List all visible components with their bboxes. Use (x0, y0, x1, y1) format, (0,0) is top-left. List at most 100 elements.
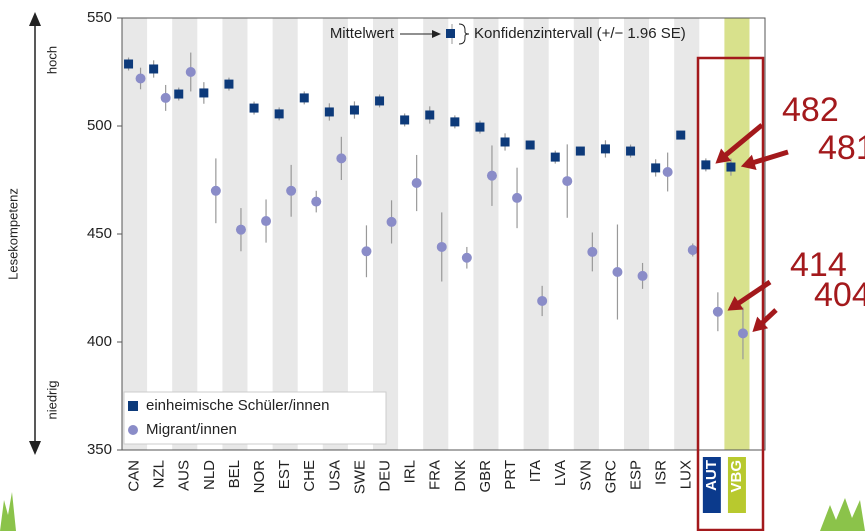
mean-marker (425, 110, 434, 119)
value-label: 481 (818, 129, 865, 167)
x-tick-label: LVA (552, 460, 569, 486)
arrow-head (29, 12, 41, 26)
mean-marker (400, 115, 409, 124)
x-tick-label: EST (276, 460, 293, 489)
x-tick-label: CAN (126, 460, 143, 492)
mean-marker (136, 73, 146, 83)
x-tick-label: PRT (502, 460, 519, 490)
x-tick-label: GRC (602, 460, 619, 494)
y-tick-label: 350 (87, 441, 112, 458)
mean-note: Mittelwert (330, 25, 395, 42)
y-tick-label: 500 (87, 117, 112, 134)
mean-marker (663, 167, 673, 177)
mean-marker (738, 328, 748, 338)
mean-marker (475, 123, 484, 132)
mean-marker (161, 93, 171, 103)
stripe (473, 18, 498, 450)
legend-marker (128, 425, 138, 435)
mean-marker (526, 141, 535, 150)
mean-marker (186, 67, 196, 77)
mean-marker (501, 137, 510, 146)
mean-marker (236, 225, 246, 235)
mean-marker (275, 109, 284, 118)
x-tick-label: BEL (226, 460, 243, 488)
y-high-label: hoch (44, 46, 59, 74)
x-tick-label: USA (326, 460, 343, 491)
mean-marker (537, 296, 547, 306)
mean-marker (437, 242, 447, 252)
label-arrow (750, 152, 788, 164)
mean-marker (562, 176, 572, 186)
stripe (574, 18, 599, 450)
mean-marker (551, 153, 560, 162)
mean-marker (713, 307, 723, 317)
mean-marker (286, 186, 296, 196)
chart: 350400450500550LesekompetenzhochniedrigC… (0, 0, 865, 531)
mean-marker (487, 171, 497, 181)
mean-marker (250, 104, 259, 113)
mean-marker (701, 160, 710, 169)
mean-marker (325, 107, 334, 116)
mean-marker (638, 271, 648, 281)
mean-marker (512, 193, 522, 203)
x-tick-label: NZL (151, 460, 168, 488)
x-tick-label: ITA (527, 460, 544, 482)
note-brace (459, 24, 469, 44)
ci-note: Konfidenzintervall (+/− 1.96 SE) (474, 25, 686, 42)
x-tick-label: AUT (703, 460, 720, 491)
x-tick-label: ISR (653, 460, 670, 485)
mean-marker (261, 216, 271, 226)
note-marker (446, 29, 455, 38)
legend-label: einheimische Schüler/innen (146, 397, 329, 414)
value-label: 482 (782, 91, 839, 129)
mean-marker (387, 217, 397, 227)
stripe (624, 18, 649, 450)
stripe (273, 18, 298, 450)
mean-marker (576, 147, 585, 156)
stripe (674, 18, 699, 450)
mean-marker (612, 267, 622, 277)
x-tick-label: DEU (377, 460, 394, 492)
x-tick-label: ESP (628, 460, 645, 490)
x-tick-label: SWE (351, 460, 368, 494)
mean-marker (587, 247, 597, 257)
x-tick-label: SVN (577, 460, 594, 491)
y-axis-label: Lesekompetenz (5, 188, 20, 280)
mean-marker (462, 253, 472, 263)
mean-marker (300, 93, 309, 102)
x-tick-label: IRL (402, 460, 419, 483)
mean-marker (676, 131, 685, 140)
mean-marker (688, 245, 698, 255)
mean-marker (311, 197, 321, 207)
x-tick-label: AUS (176, 460, 193, 491)
stripe (423, 18, 448, 450)
x-tick-label: LUX (678, 460, 695, 489)
legend-marker (128, 401, 138, 411)
x-tick-label: GBR (477, 460, 494, 493)
mean-marker (726, 163, 735, 172)
mean-marker (601, 144, 610, 153)
x-tick-label: NOR (251, 460, 268, 494)
y-low-label: niedrig (44, 380, 59, 419)
mean-marker (124, 60, 133, 69)
mean-marker (412, 178, 422, 188)
mean-marker (361, 246, 371, 256)
stripe (323, 18, 348, 450)
y-tick-label: 550 (87, 9, 112, 26)
mean-marker (350, 106, 359, 115)
x-tick-label: FRA (427, 460, 444, 490)
mean-marker (199, 88, 208, 97)
mean-marker (651, 163, 660, 172)
x-tick-label: VBG (728, 460, 745, 493)
y-tick-label: 450 (87, 225, 112, 242)
mean-marker (174, 90, 183, 99)
mean-marker (450, 117, 459, 126)
mean-marker (375, 96, 384, 105)
mean-marker (211, 186, 221, 196)
mean-marker (224, 80, 233, 89)
legend-label: Migrant/innen (146, 421, 237, 438)
stripe (524, 18, 549, 450)
highlight-band (724, 18, 749, 450)
stripe (122, 18, 147, 450)
stripe (373, 18, 398, 450)
